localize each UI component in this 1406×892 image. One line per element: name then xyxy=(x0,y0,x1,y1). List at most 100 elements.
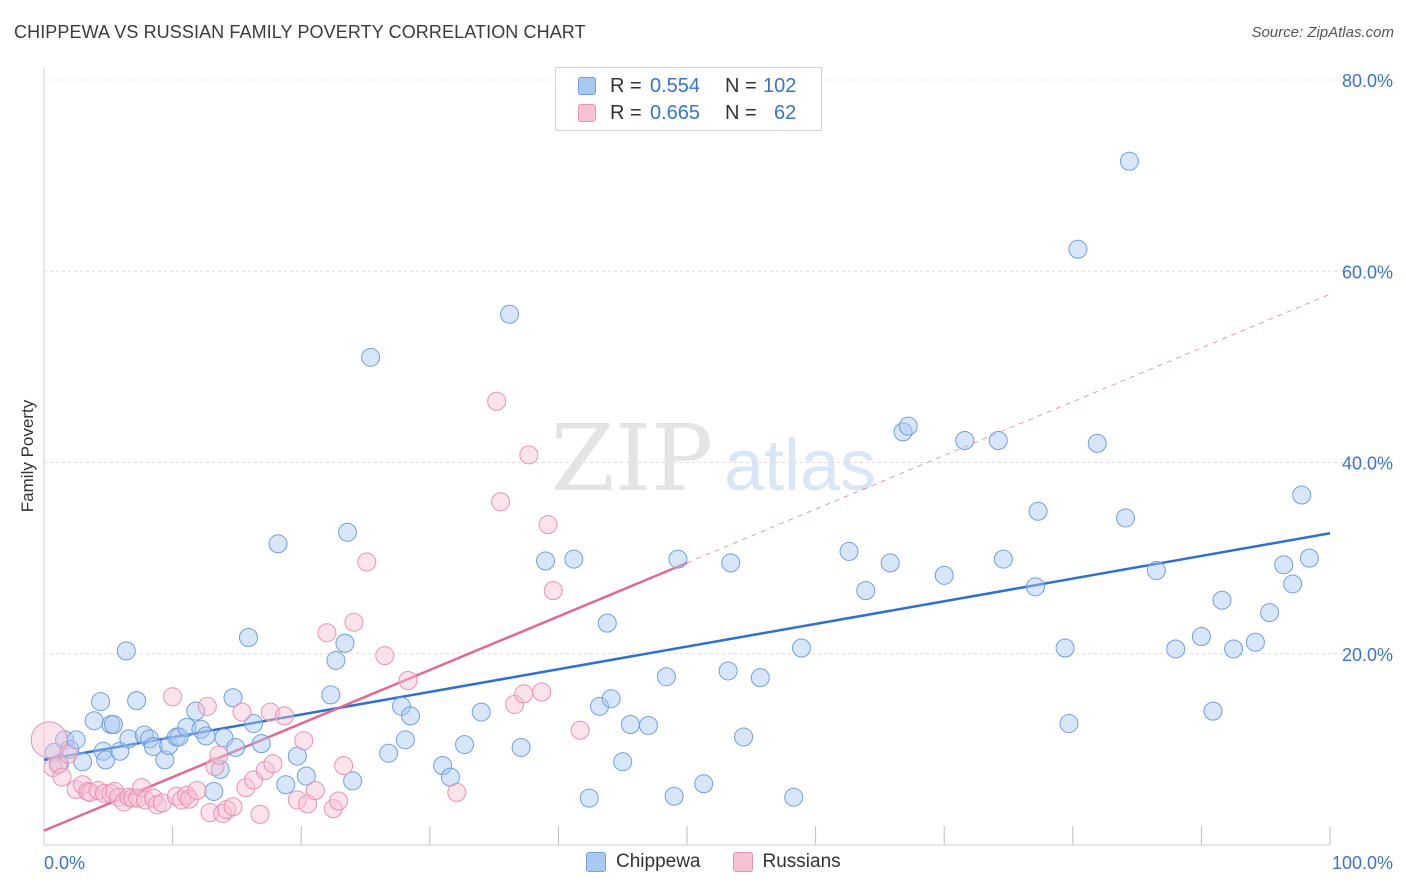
point-chippewa xyxy=(784,787,804,807)
point-chippewa xyxy=(668,549,688,569)
point-chippewa xyxy=(601,689,621,709)
point-chippewa xyxy=(500,304,520,324)
point-chippewa xyxy=(934,565,954,585)
point-chippewa xyxy=(1191,627,1211,647)
point-chippewa xyxy=(379,743,399,763)
point-chippewa xyxy=(226,737,246,757)
point-chippewa xyxy=(1028,501,1048,521)
point-chippewa xyxy=(620,715,640,735)
r-label: R = xyxy=(610,74,642,97)
point-chippewa xyxy=(238,627,258,647)
legend-label-russians: Russians xyxy=(762,851,841,872)
point-russians xyxy=(209,745,229,765)
point-chippewa xyxy=(223,688,243,708)
watermark: ZIP atlas xyxy=(551,405,876,512)
point-russians xyxy=(334,756,354,776)
point-russians xyxy=(317,623,337,643)
point-russians xyxy=(187,780,207,800)
point-russians xyxy=(375,646,395,666)
point-chippewa xyxy=(1119,151,1139,171)
point-chippewa xyxy=(296,766,316,786)
point-chippewa xyxy=(638,715,658,735)
point-chippewa xyxy=(1068,239,1088,259)
legend-swatch-russians xyxy=(732,852,753,872)
point-chippewa xyxy=(1146,561,1166,581)
point-russians xyxy=(328,791,348,811)
legend-item-russians[interactable]: Russians xyxy=(732,851,841,873)
point-russians xyxy=(136,790,156,810)
legend-swatch-chippewa xyxy=(586,852,606,872)
point-chippewa xyxy=(536,551,556,571)
point-chippewa xyxy=(1203,701,1223,721)
chart-title: CHIPPEWA VS RUSSIAN FAMILY POVERTY CORRE… xyxy=(14,22,586,42)
point-chippewa xyxy=(893,422,913,442)
point-chippewa xyxy=(1274,555,1294,575)
trend-extension-russians xyxy=(686,293,1331,564)
point-russians xyxy=(232,702,252,722)
point-chippewa xyxy=(564,549,584,569)
point-chippewa xyxy=(471,702,491,722)
y-tick-label: 80.0% xyxy=(1342,71,1393,91)
point-chippewa xyxy=(1212,590,1232,610)
watermark-zip: ZIP xyxy=(551,405,713,512)
point-russians xyxy=(305,780,325,800)
point-chippewa xyxy=(856,581,876,601)
trend-line-russians xyxy=(43,561,688,832)
point-chippewa xyxy=(1116,508,1136,528)
point-russians xyxy=(250,804,270,824)
point-russians xyxy=(487,391,507,411)
y-tick-label: 20.0% xyxy=(1342,645,1393,665)
point-chippewa xyxy=(143,737,163,757)
r-label: R = xyxy=(610,101,642,124)
point-chippewa xyxy=(880,553,900,573)
point-russians xyxy=(519,445,539,465)
x-tick-label-min: 0.0% xyxy=(44,853,85,873)
point-chippewa xyxy=(244,714,264,734)
point-chippewa xyxy=(116,641,136,661)
point-chippewa xyxy=(1087,433,1107,453)
point-russians xyxy=(294,731,314,751)
correlation-legend: R = 0.554 N = 102 R = 0.665 N = 62 xyxy=(555,67,822,131)
point-chippewa xyxy=(191,719,211,739)
point-chippewa xyxy=(335,633,355,653)
data-points xyxy=(30,151,1319,824)
point-chippewa xyxy=(1166,639,1186,659)
x-tick-label-max: 100.0% xyxy=(1332,853,1393,873)
point-russians xyxy=(213,803,233,823)
point-chippewa xyxy=(321,685,341,705)
point-chippewa xyxy=(988,431,1008,451)
legend-item-chippewa[interactable]: Chippewa xyxy=(586,851,701,873)
point-chippewa xyxy=(44,742,64,762)
tick-labels: 20.0% 40.0% 60.0% 80.0% 0.0% 100.0% xyxy=(44,71,1393,873)
point-russians xyxy=(344,612,364,632)
point-chippewa xyxy=(1055,638,1075,658)
point-russians xyxy=(570,720,590,740)
point-russians xyxy=(223,797,243,817)
point-chippewa xyxy=(579,788,599,808)
point-chippewa xyxy=(343,771,363,791)
point-chippewa xyxy=(119,729,139,749)
point-russians xyxy=(80,782,100,802)
point-russians xyxy=(128,788,148,808)
point-russians xyxy=(357,552,377,572)
point-chippewa xyxy=(204,781,224,801)
n-value: 62 xyxy=(774,101,797,124)
point-chippewa xyxy=(1026,577,1046,597)
point-chippewa xyxy=(597,613,617,633)
point-russians xyxy=(255,760,275,780)
point-russians xyxy=(447,782,467,802)
point-chippewa xyxy=(791,638,811,658)
n-label: N = xyxy=(725,101,757,124)
legend-swatch-chippewa xyxy=(578,77,596,95)
point-chippewa xyxy=(1059,714,1079,734)
y-tick-label: 40.0% xyxy=(1342,454,1393,474)
point-russians xyxy=(205,757,225,777)
point-chippewa xyxy=(1224,639,1244,659)
trend-line-chippewa xyxy=(43,532,1331,762)
source-label: Source: ZipAtlas.com xyxy=(1251,24,1394,41)
point-chippewa xyxy=(177,717,197,737)
n-value: 102 xyxy=(763,74,797,97)
point-chippewa xyxy=(395,730,415,750)
point-russians xyxy=(538,515,558,535)
